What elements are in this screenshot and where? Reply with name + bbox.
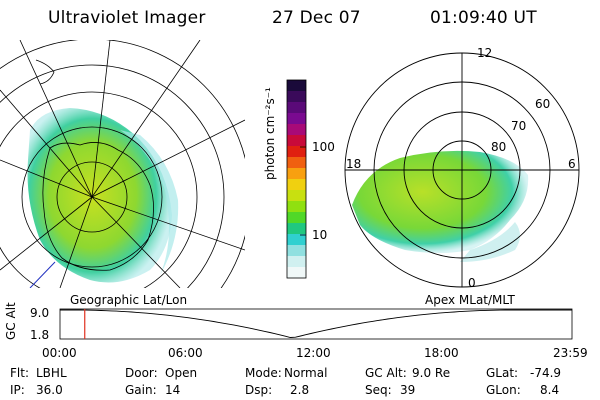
- info-dsp-label: Dsp:: [245, 383, 273, 397]
- mlt-label-18: 18: [346, 157, 362, 171]
- timeline-xtick-1200: 12:00: [296, 346, 331, 360]
- mlat-label-60: 60: [535, 97, 551, 111]
- timeline-ytick-high: 9.0: [30, 306, 50, 320]
- info-mode-label: Mode:: [245, 366, 282, 380]
- right-map-caption: Apex MLat/MLT: [425, 293, 515, 307]
- left-map-caption: Geographic Lat/Lon: [70, 293, 188, 307]
- timeline-ytick-low: 1.8: [30, 328, 50, 342]
- mlat-label-80: 80: [491, 140, 507, 154]
- info-glat-value: -74.9: [530, 366, 562, 380]
- info-flt-label: Flt:: [10, 366, 29, 380]
- timeline-xtick-2359: 23:59: [553, 346, 588, 360]
- info-glat-label: GLat:: [486, 366, 519, 380]
- info-glon-label: GLon:: [486, 383, 521, 397]
- timeline-xtick-0000: 00:00: [42, 346, 77, 360]
- mlat-label-70: 70: [511, 119, 527, 133]
- timeline-xtick-0600: 06:00: [168, 346, 203, 360]
- info-door-value: Open: [165, 366, 198, 380]
- colorbar-segment: [287, 256, 306, 268]
- info-dsp-value: 2.8: [290, 383, 310, 397]
- timeline-ylabel: GC Alt: [4, 302, 18, 340]
- colorbar-unit-label: photon cm⁻²s⁻¹: [263, 87, 277, 180]
- info-ip-value: 36.0: [36, 383, 63, 397]
- info-mode-value: Normal: [284, 366, 328, 380]
- mlt-label-0: 0: [468, 276, 476, 290]
- timeline-xtick-1800: 18:00: [424, 346, 459, 360]
- magnetic-map: [344, 52, 580, 288]
- info-gain-value: 14: [165, 383, 181, 397]
- colorbar-tick-100: 100: [312, 140, 335, 154]
- colorbar-segment: [287, 102, 306, 114]
- colorbar-segment: [287, 168, 306, 180]
- info-door-label: Door:: [125, 366, 158, 380]
- colorbar-segment: [287, 223, 306, 235]
- colorbar-segment: [287, 124, 306, 136]
- colorbar-segment: [287, 234, 306, 246]
- colorbar-segment: [287, 190, 306, 202]
- aurora-emission-right: [352, 150, 529, 253]
- info-gcalt-label: GC Alt:: [365, 366, 407, 380]
- colorbar-tick-10: 10: [312, 228, 328, 242]
- mlt-label-6: 6: [568, 157, 576, 171]
- info-flt-value: LBHL: [36, 366, 67, 380]
- info-gain-label: Gain:: [125, 383, 157, 397]
- colorbar-segment: [287, 113, 306, 125]
- info-glon-value: 8.4: [540, 383, 560, 397]
- info-seq-value: 39: [400, 383, 416, 397]
- colorbar: [287, 80, 306, 279]
- colorbar-segment: [287, 212, 306, 224]
- date-readout: 27 Dec 07: [272, 8, 361, 28]
- colorbar-segment: [287, 245, 306, 257]
- colorbar-segment: [287, 157, 306, 169]
- colorbar-segment: [287, 179, 306, 191]
- geographic-map: [0, 40, 245, 288]
- colorbar-segment: [287, 201, 306, 213]
- mlt-label-12: 12: [477, 46, 493, 60]
- colorbar-segment: [287, 91, 306, 103]
- colorbar-segment: [287, 80, 306, 92]
- colorbar-segment: [287, 267, 306, 279]
- colorbar-segment: [287, 146, 306, 158]
- info-ip-label: IP:: [10, 383, 25, 397]
- info-gcalt-value: 9.0 Re: [412, 366, 451, 380]
- time-readout: 01:09:40 UT: [430, 8, 537, 28]
- info-seq-label: Seq:: [365, 383, 392, 397]
- app-title: Ultraviolet Imager: [48, 8, 206, 28]
- altitude-timeline: [59, 308, 573, 340]
- aurora-emission-left: [27, 108, 172, 283]
- colorbar-segment: [287, 135, 306, 147]
